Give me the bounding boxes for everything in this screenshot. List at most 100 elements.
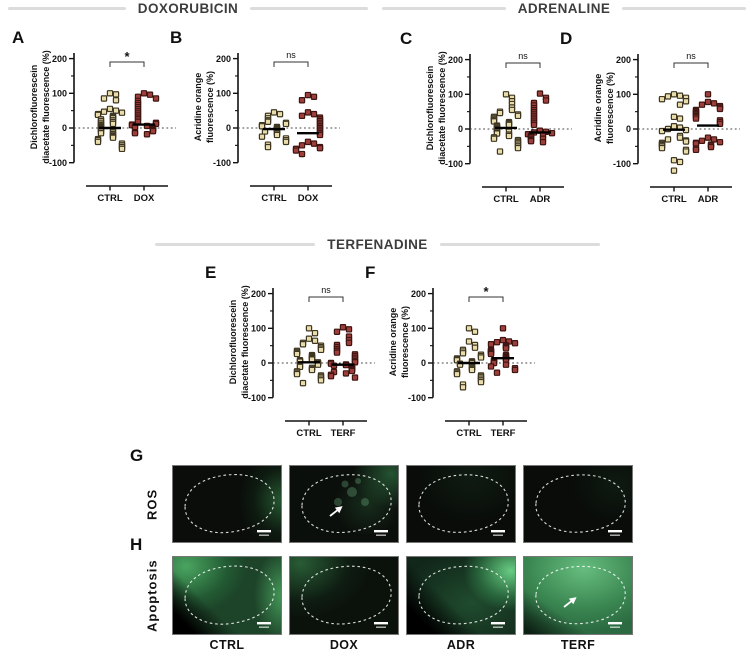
scale-bar [608,622,622,625]
data-point [465,325,473,332]
data-point [131,130,139,137]
y-axis-label: diacetate fluorescence (%) [437,51,447,165]
data-point [100,108,108,115]
data-point [692,146,700,154]
data-point [459,350,467,357]
data-point [97,130,105,137]
data-point [499,325,507,332]
y-axis-label: diacetate fluorescence (%) [41,50,51,164]
data-point [670,157,678,164]
scale-bar-caption [493,626,503,628]
chart-text: 0 [62,123,67,133]
micrograph-ros-terf [523,465,633,543]
data-point [471,344,479,351]
data-point [342,370,350,377]
data-point [670,123,678,130]
data-point [317,346,325,354]
micrograph-overlay [535,565,626,628]
data-point [316,144,324,152]
pointer-arrow [329,506,343,517]
section-title: DOXORUBICIN [137,0,239,16]
data-point [465,338,473,345]
data-point [310,110,318,118]
chart-text: CTRL [97,193,123,204]
header-rule [8,6,126,10]
micrograph-apoptosis-adr [406,556,516,635]
chart-text: DOX [298,193,319,204]
panel-letter-b: B [170,28,183,47]
y-axis-label: diacetate fluorescence (%) [240,285,250,399]
data-point [112,107,120,114]
fluorescent-spot [347,487,357,497]
chart-text: 100 [411,324,426,334]
header-rule [439,242,600,246]
tissue-outline [418,565,509,625]
data-point [658,144,666,152]
significance-label: ns [321,285,331,295]
tissue-outline [184,565,275,625]
data-point [496,148,504,155]
data-point [704,91,712,98]
tissue-outline [184,474,275,534]
data-point [664,93,672,100]
micrograph-apoptosis-terf [523,556,633,635]
data-point [112,91,120,98]
data-point [514,144,522,152]
significance-label: ns [686,51,696,61]
data-point [94,138,102,146]
data-point [140,90,148,97]
scatter-panel-b: 200 100 0 -100 Acridine orange fluorescence (… [193,50,340,204]
scale-bar [491,530,505,533]
data-point [716,105,724,113]
significance-bracket [273,61,309,67]
panel-letter-a: A [12,28,25,47]
data-point [106,90,114,97]
data-point [527,137,535,145]
scale-bar-caption [493,534,503,536]
data-point [499,336,507,344]
scatter-panel-d: 200 100 0 -100 Acridine orange fluorescence (… [593,51,740,205]
micrograph-overlay [184,474,275,536]
chart-text: 100 [251,324,266,334]
data-point [676,92,684,99]
micrograph-overlay [535,474,626,536]
data-point [299,379,307,387]
panel-letter-g: G [130,446,144,465]
data-point [311,337,319,344]
data-point [310,93,318,100]
data-point [333,328,341,335]
scale-bar-caption [610,534,620,536]
data-point [490,135,498,142]
data-point [508,106,516,114]
data-point [670,91,678,98]
pointer-arrow [563,597,577,608]
header-rule [155,242,316,246]
chart-text: -100 [248,393,266,403]
micrograph-apoptosis-ctrl [172,556,282,635]
micrograph-overlay [301,565,392,628]
section-title: ADRENALINE [517,0,611,16]
chart-text: ADR [530,194,551,205]
data-point [505,132,513,140]
data-point [692,115,700,122]
fluorescent-spot [334,498,342,506]
chart-text: 0 [226,123,231,133]
chart-text: -100 [613,159,631,169]
y-axis-label: Dichlorofluorescein [29,65,39,150]
data-point [293,370,301,378]
fluorescent-spot [341,480,349,488]
fluorescent-spot [355,478,361,484]
y-axis-label: fluorescence (%) [205,71,215,143]
data-point [670,167,678,174]
data-point [514,112,522,120]
micrograph-apoptosis-dox [289,556,399,635]
data-point [707,143,715,151]
scale-bar-caption [610,626,620,628]
data-point [270,109,278,116]
data-point [282,138,290,146]
data-point [264,143,272,151]
y-axis-label: fluorescence (%) [605,72,615,144]
data-point [305,325,313,332]
data-point [539,138,547,146]
data-point [345,326,353,333]
